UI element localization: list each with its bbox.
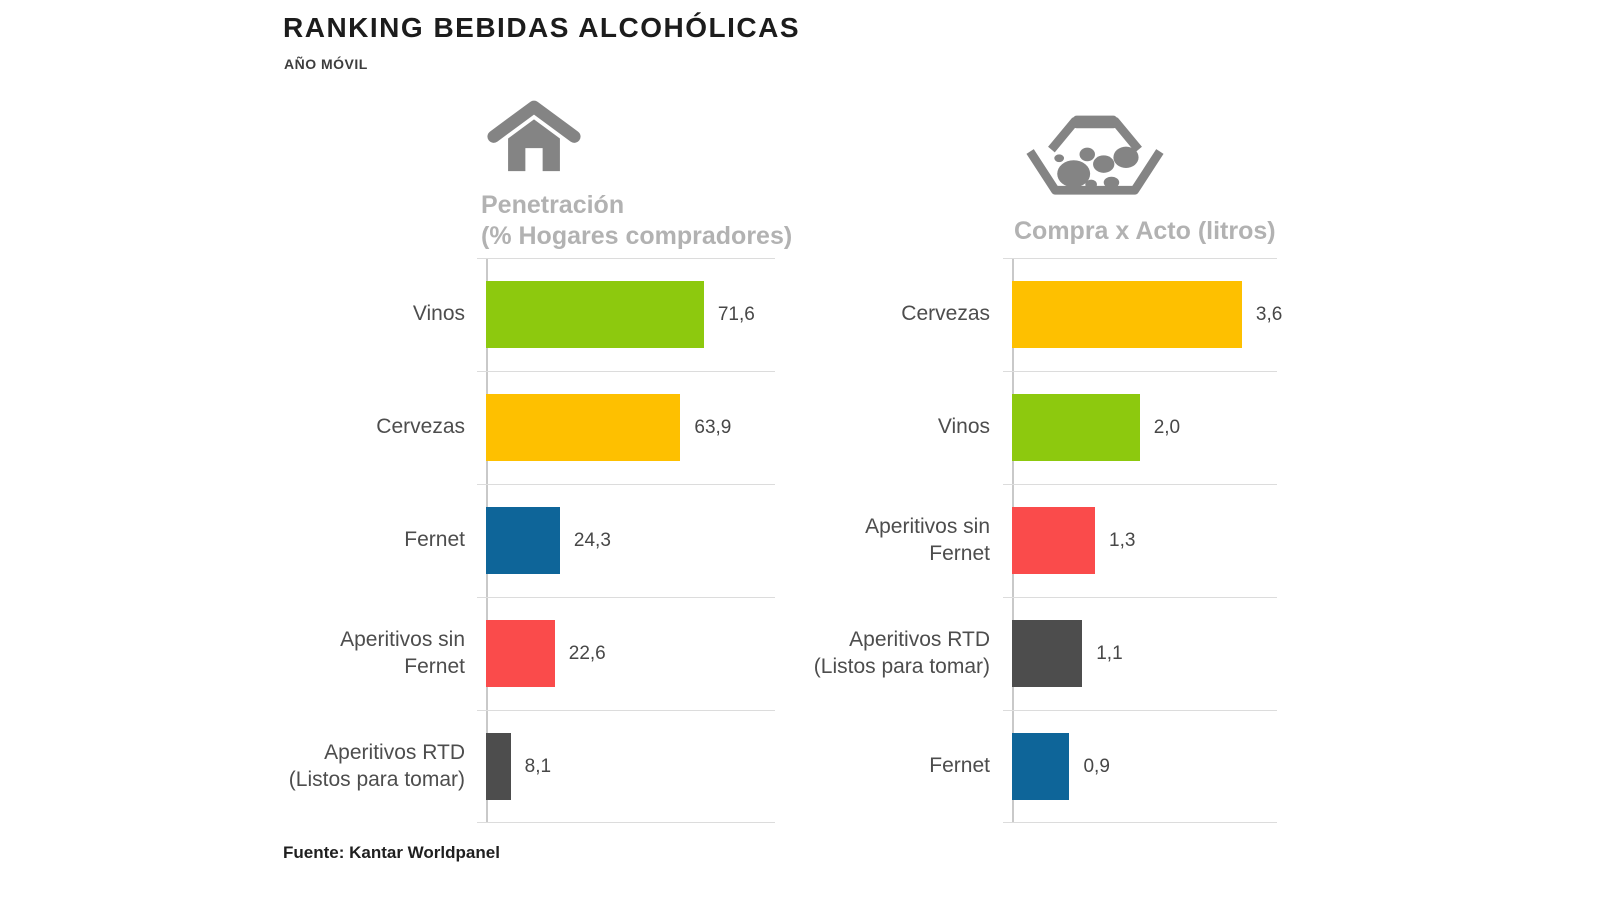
gridline [477, 258, 775, 259]
bar-row: 3,6 [1012, 258, 1367, 371]
bar-value-label: 3,6 [1255, 303, 1283, 325]
category-label: Fernet [404, 528, 465, 552]
bar-row: 22,6 [486, 597, 865, 710]
left-chart-title-line1: Penetración [481, 191, 625, 219]
gridline [1003, 371, 1277, 372]
page-title: RANKING BEBIDAS ALCOHÓLICAS [283, 12, 801, 43]
gridline [1003, 822, 1277, 823]
bar-value-label: 24,3 [573, 529, 611, 551]
left-chart-title: Penetración (% Hogares compradores) [481, 190, 792, 251]
page-subtitle: AÑO MÓVIL [284, 56, 368, 72]
gridline [1003, 597, 1277, 598]
bar-row: 1,3 [1012, 484, 1367, 597]
bar-aperitivos-sin-fernet [486, 619, 555, 688]
house-icon [486, 98, 582, 180]
plot-area: 3,6 2,0 1,3 1,1 0,9 [1003, 258, 1282, 823]
category-label: Cervezas [901, 302, 990, 326]
category-label: Vinos [412, 302, 465, 326]
gridline [477, 822, 775, 823]
category-label: Aperitivos RTD (Listos para tomar) [288, 741, 465, 791]
gridline [1003, 258, 1277, 259]
bar-value-label: 0,9 [1083, 755, 1110, 777]
category-label: Aperitivos RTD (Listos para tomar) [813, 628, 990, 678]
bar-value-label: 1,3 [1109, 529, 1136, 551]
right-chart-title: Compra x Acto (litros) [1014, 216, 1276, 247]
bar-value-label: 22,6 [568, 642, 606, 664]
bar-row: 71,6 [486, 258, 865, 371]
compra-x-acto-chart: Cervezas Vinos Aperitivos sin Fernet Aperit… [800, 258, 1282, 823]
category-label: Aperitivos sin Fernet [340, 628, 465, 678]
penetracion-chart: Vinos Cervezas Fernet Aperitivos sin Fernet… [283, 258, 775, 823]
bar-row: 24,3 [486, 484, 865, 597]
right-chart-title-line1: Compra x Acto (litros) [1014, 217, 1276, 245]
left-chart-title-line2: (% Hogares compradores) [481, 221, 793, 250]
gridline [1003, 484, 1277, 485]
category-label: Fernet [929, 754, 990, 778]
gridline [1003, 710, 1277, 711]
bar-value-label: 2,0 [1153, 416, 1181, 438]
gridline [477, 484, 775, 485]
bar-value-label: 71,6 [717, 303, 755, 325]
bar-vinos [486, 280, 704, 349]
basket-icon [1022, 106, 1168, 198]
gridline [477, 597, 775, 598]
bar-row: 0,9 [1012, 710, 1367, 823]
bar-row: 2,0 [1012, 371, 1367, 484]
bar-aperitivos-sin-fernet [1012, 506, 1095, 575]
bar-value-label: 1,1 [1096, 642, 1123, 664]
bar-cervezas [1012, 280, 1242, 349]
bar-cervezas [486, 393, 681, 462]
bar-vinos [1012, 393, 1140, 462]
gridline [477, 371, 775, 372]
gridline [477, 710, 775, 711]
category-label: Aperitivos sin Fernet [865, 515, 990, 565]
plot-area: 71,6 63,9 24,3 22,6 8,1 [477, 258, 775, 823]
category-labels: Vinos Cervezas Fernet Aperitivos sin Fernet… [283, 258, 465, 823]
bar-value-label: 63,9 [694, 416, 732, 438]
bar-fernet [1012, 732, 1070, 801]
source-note: Fuente: Kantar Worldpanel [283, 843, 500, 862]
bar-row: 63,9 [486, 371, 865, 484]
bar-row: 1,1 [1012, 597, 1367, 710]
category-labels: Cervezas Vinos Aperitivos sin Fernet Aperit… [800, 258, 990, 823]
bar-aperitivos-rtd-listos-para-tomar [486, 732, 511, 801]
bar-row: 8,1 [486, 710, 865, 823]
bar-value-label: 8,1 [524, 755, 552, 777]
bar-aperitivos-rtd-listos-para-tomar [1012, 619, 1083, 688]
bar-fernet [486, 506, 560, 575]
category-label: Cervezas [376, 415, 465, 439]
category-label: Vinos [937, 415, 990, 439]
